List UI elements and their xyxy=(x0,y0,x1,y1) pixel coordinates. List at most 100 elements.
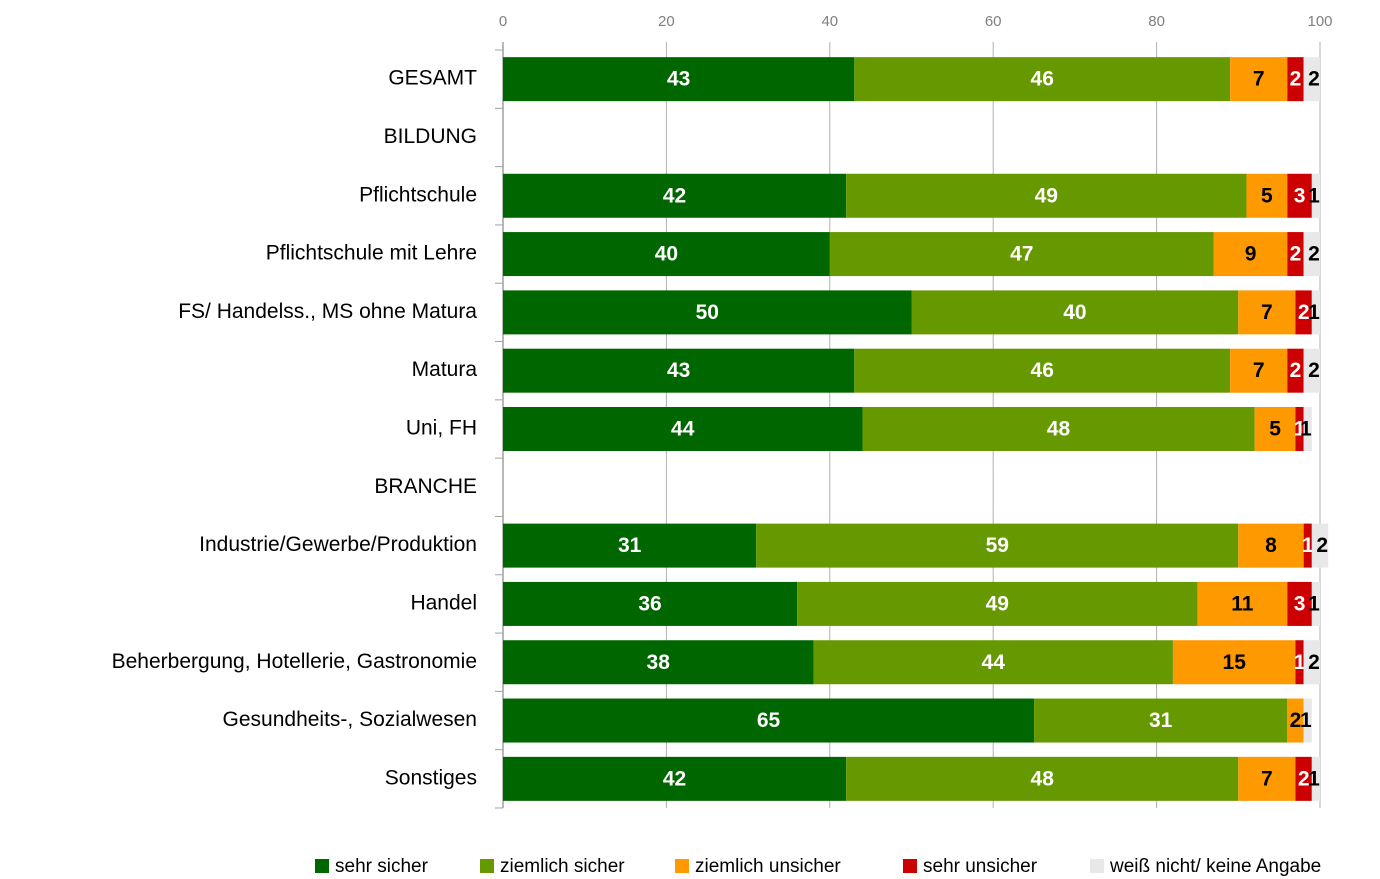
bar-segment xyxy=(1246,173,1288,218)
value-label: 46 xyxy=(1031,359,1054,382)
category-label: Matura xyxy=(412,358,478,381)
value-label: 7 xyxy=(1253,359,1265,382)
bar-segment xyxy=(1230,348,1288,393)
value-label: 44 xyxy=(671,418,695,441)
bar-segment xyxy=(829,232,1214,277)
bar-segment xyxy=(1197,581,1288,626)
bar-segment xyxy=(1287,173,1312,218)
category-label: BILDUNG xyxy=(384,125,477,148)
value-label: 1 xyxy=(1300,418,1312,441)
legend-swatch xyxy=(480,859,494,873)
category-label: Pflichtschule xyxy=(359,183,477,206)
value-label: 9 xyxy=(1245,243,1257,266)
bar-segment xyxy=(503,173,847,218)
x-tick-label: 100 xyxy=(1307,13,1332,30)
value-label: 42 xyxy=(663,184,686,207)
value-label: 43 xyxy=(667,68,690,91)
value-label: 1 xyxy=(1308,301,1320,324)
category-label: FS/ Handelss., MS ohne Matura xyxy=(178,300,477,323)
value-label: 5 xyxy=(1261,184,1273,207)
category-label: Industrie/Gewerbe/Produktion xyxy=(199,533,477,556)
value-label: 31 xyxy=(618,534,642,557)
value-label: 1 xyxy=(1294,651,1306,674)
value-label: 44 xyxy=(982,651,1006,674)
legend-label: ziemlich unsicher xyxy=(695,856,841,877)
value-label: 2 xyxy=(1290,68,1302,91)
value-label: 59 xyxy=(986,534,1009,557)
category-label: BRANCHE xyxy=(374,475,477,498)
value-label: 7 xyxy=(1261,301,1273,324)
bar-segment xyxy=(1303,640,1320,685)
value-label: 15 xyxy=(1223,651,1247,674)
bar-segment xyxy=(797,581,1198,626)
value-label: 38 xyxy=(647,651,671,674)
value-label: 1 xyxy=(1300,709,1312,732)
legend-label: weiß nicht/ keine Angabe xyxy=(1109,856,1321,877)
value-label: 2 xyxy=(1316,534,1328,557)
value-label: 2 xyxy=(1298,767,1310,790)
bar-segment xyxy=(1303,407,1312,451)
bar-segment xyxy=(846,756,1239,801)
value-label: 2 xyxy=(1308,651,1320,674)
value-label: 50 xyxy=(696,301,719,324)
value-label: 11 xyxy=(1231,592,1254,615)
value-label: 48 xyxy=(1047,418,1071,441)
legend-label: sehr unsicher xyxy=(923,856,1038,877)
bar-segment xyxy=(1287,57,1304,102)
bar-segment xyxy=(503,348,855,393)
value-label: 2 xyxy=(1308,359,1320,382)
bar-segment xyxy=(1238,290,1296,335)
bar-segment xyxy=(503,698,1035,743)
category-label: Handel xyxy=(410,591,477,614)
bar-segment xyxy=(503,290,912,335)
value-label: 65 xyxy=(757,709,781,732)
value-label: 1 xyxy=(1308,767,1320,790)
bar-segment xyxy=(1254,407,1296,451)
x-tick-label: 20 xyxy=(658,13,675,30)
value-label: 40 xyxy=(655,243,678,266)
legend-swatch xyxy=(903,859,917,873)
legend-swatch xyxy=(1090,859,1104,873)
bar-segment xyxy=(1303,57,1320,102)
bar-segment xyxy=(1287,581,1312,626)
x-tick-label: 80 xyxy=(1148,13,1165,30)
bar-segment xyxy=(1303,523,1312,568)
value-label: 1 xyxy=(1294,418,1306,441)
bar-segment xyxy=(854,348,1231,393)
value-label: 7 xyxy=(1253,68,1265,91)
value-label: 3 xyxy=(1294,184,1306,207)
value-label: 8 xyxy=(1265,534,1277,557)
bar-segment xyxy=(911,290,1239,335)
bar-segment xyxy=(1238,523,1304,568)
category-label: Sonstiges xyxy=(385,766,477,789)
bar-segment xyxy=(1303,698,1312,743)
x-tick-label: 0 xyxy=(499,13,507,30)
bar-segment xyxy=(1303,348,1320,393)
bar-segment xyxy=(503,57,855,102)
bar-segment xyxy=(854,57,1231,102)
value-label: 40 xyxy=(1063,301,1086,324)
value-label: 7 xyxy=(1261,767,1273,790)
value-label: 2 xyxy=(1308,68,1320,91)
bar-segment xyxy=(756,523,1239,568)
value-label: 46 xyxy=(1031,68,1054,91)
value-label: 5 xyxy=(1269,418,1281,441)
value-label: 49 xyxy=(986,592,1009,615)
legend-label: ziemlich sicher xyxy=(500,856,625,877)
value-label: 3 xyxy=(1294,592,1306,615)
value-label: 43 xyxy=(667,359,690,382)
bar-segment xyxy=(1287,348,1304,393)
value-label: 2 xyxy=(1308,243,1320,266)
value-label: 47 xyxy=(1010,243,1033,266)
bar-segment xyxy=(1230,57,1288,102)
bar-segment xyxy=(503,523,757,568)
bar-segment xyxy=(1295,407,1304,451)
bar-segment xyxy=(1311,581,1320,626)
x-tick-label: 40 xyxy=(821,13,838,30)
value-label: 48 xyxy=(1031,767,1055,790)
bar-segment xyxy=(1295,290,1312,335)
category-label: Pflichtschule mit Lehre xyxy=(266,242,477,265)
bar-segment xyxy=(503,407,863,451)
bar-segment xyxy=(1311,173,1320,218)
